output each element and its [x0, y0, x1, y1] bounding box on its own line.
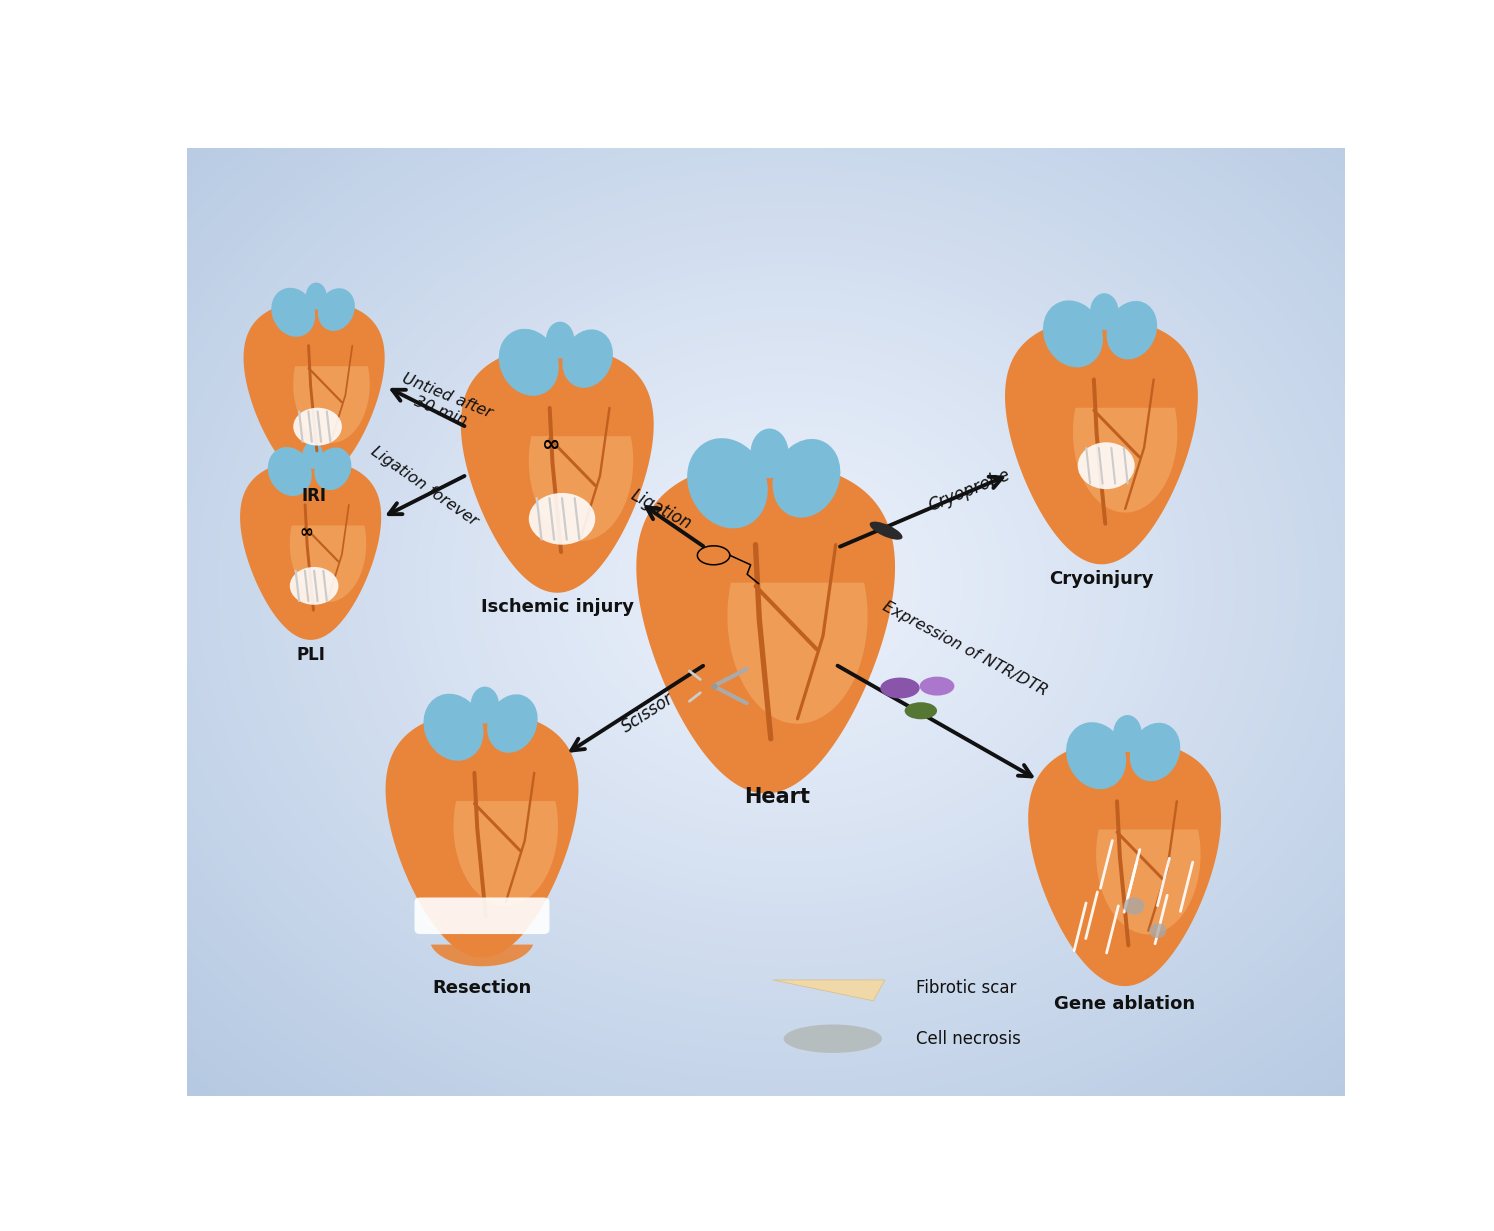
Polygon shape	[1028, 740, 1221, 986]
Text: Ligation: Ligation	[627, 486, 695, 533]
Polygon shape	[636, 462, 895, 794]
Text: ∞: ∞	[299, 523, 314, 540]
Ellipse shape	[687, 438, 768, 528]
Text: Cryoinjury: Cryoinjury	[1049, 570, 1153, 588]
Text: Cell necrosis: Cell necrosis	[916, 1029, 1020, 1048]
Ellipse shape	[1149, 923, 1167, 938]
Polygon shape	[241, 460, 381, 640]
Polygon shape	[772, 980, 884, 1001]
Ellipse shape	[772, 439, 840, 518]
Polygon shape	[1073, 407, 1177, 512]
Text: Heart: Heart	[744, 787, 810, 808]
Ellipse shape	[1107, 300, 1158, 359]
Polygon shape	[460, 346, 654, 593]
Ellipse shape	[1067, 723, 1126, 789]
Text: Resection: Resection	[432, 980, 532, 997]
Ellipse shape	[499, 329, 559, 396]
Text: Fibrotic scar: Fibrotic scar	[916, 980, 1016, 997]
Ellipse shape	[562, 330, 613, 388]
Text: Ischemic injury: Ischemic injury	[481, 598, 633, 617]
Ellipse shape	[1129, 723, 1180, 782]
Ellipse shape	[1123, 897, 1144, 915]
Text: Expression of NTR/DTR: Expression of NTR/DTR	[880, 598, 1050, 698]
Ellipse shape	[1113, 715, 1141, 752]
Polygon shape	[293, 366, 369, 443]
Ellipse shape	[293, 407, 342, 446]
Ellipse shape	[471, 687, 499, 724]
Ellipse shape	[267, 447, 312, 496]
Polygon shape	[529, 436, 633, 540]
Ellipse shape	[784, 1024, 881, 1053]
Polygon shape	[290, 526, 366, 602]
Text: ∞: ∞	[542, 435, 560, 455]
Ellipse shape	[905, 702, 937, 719]
Polygon shape	[385, 712, 578, 958]
Ellipse shape	[318, 288, 356, 331]
FancyBboxPatch shape	[414, 897, 550, 934]
Text: Ligation forever: Ligation forever	[368, 443, 481, 528]
Polygon shape	[430, 944, 533, 966]
Ellipse shape	[272, 288, 315, 337]
Ellipse shape	[880, 677, 920, 698]
Ellipse shape	[1077, 442, 1134, 489]
Polygon shape	[454, 801, 557, 906]
Polygon shape	[244, 300, 384, 480]
Text: PLI: PLI	[296, 646, 326, 664]
Polygon shape	[728, 582, 868, 724]
Text: Scissor: Scissor	[619, 689, 677, 736]
Polygon shape	[1005, 318, 1198, 564]
Ellipse shape	[302, 442, 323, 469]
Ellipse shape	[1091, 293, 1119, 330]
Ellipse shape	[423, 694, 484, 761]
Ellipse shape	[306, 283, 327, 309]
Ellipse shape	[314, 447, 351, 490]
Ellipse shape	[870, 522, 902, 539]
Text: IRI: IRI	[302, 486, 327, 505]
Ellipse shape	[529, 492, 595, 544]
Text: Untied after
30 min: Untied after 30 min	[393, 371, 495, 437]
Ellipse shape	[920, 677, 955, 696]
Polygon shape	[1097, 830, 1201, 934]
Ellipse shape	[1043, 300, 1103, 367]
Ellipse shape	[545, 321, 574, 358]
Ellipse shape	[290, 567, 339, 604]
Text: Gene ablation: Gene ablation	[1055, 995, 1195, 1013]
Ellipse shape	[750, 428, 789, 479]
Text: Cryoprobe: Cryoprobe	[926, 467, 1013, 516]
Ellipse shape	[487, 694, 538, 753]
